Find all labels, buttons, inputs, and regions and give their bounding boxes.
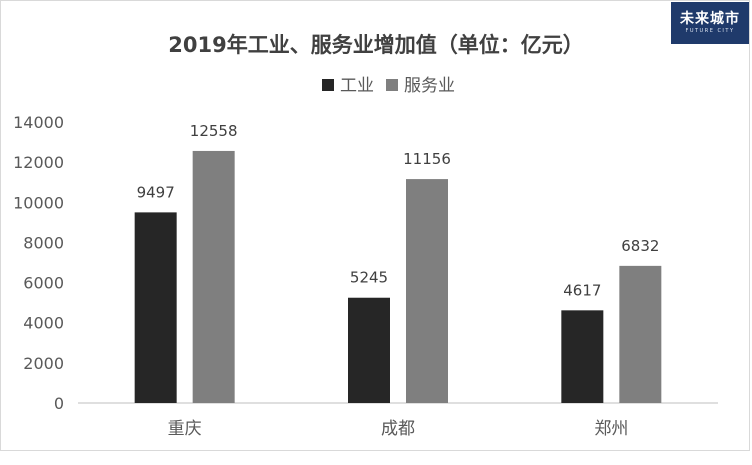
y-tick-label: 8000	[23, 233, 64, 252]
y-tick-label: 4000	[23, 314, 64, 333]
x-tick-label: 郑州	[594, 419, 628, 439]
legend: 工业 服务业	[322, 76, 455, 96]
legend-label: 服务业	[404, 76, 455, 96]
y-tick-label: 10000	[13, 193, 64, 212]
y-tick-label: 6000	[23, 274, 64, 293]
bar	[134, 212, 177, 403]
y-tick-label: 12000	[13, 153, 64, 172]
legend-swatch	[386, 79, 398, 91]
y-tick-label: 0	[54, 394, 64, 413]
bar	[561, 310, 604, 403]
brand-logo: 未来城市 FUTURE CITY	[671, 2, 749, 44]
y-tick-label: 14000	[13, 113, 64, 132]
data-label: 6832	[621, 237, 659, 255]
logo-text: 未来城市	[680, 11, 740, 27]
bars	[134, 150, 662, 403]
chart-title: 2019年工业、服务业增加值（单位：亿元）	[168, 33, 583, 57]
legend-swatch	[322, 79, 334, 91]
data-labels: 9497 12558 5245 11156 4617 6832	[137, 122, 660, 299]
x-tick-label: 成都	[381, 419, 415, 439]
bar	[619, 265, 662, 403]
data-label: 12558	[190, 122, 238, 140]
logo-subtext: FUTURE CITY	[685, 28, 735, 34]
x-axis: 重庆 成都 郑州	[168, 419, 629, 439]
bar	[406, 179, 448, 403]
data-label: 11156	[403, 150, 451, 168]
data-label: 4617	[563, 281, 601, 299]
y-axis: 0 2000 4000 6000 8000 10000 12000 14000	[13, 113, 64, 413]
x-tick-label: 重庆	[168, 419, 202, 439]
y-tick-label: 2000	[23, 354, 64, 373]
bar	[348, 297, 390, 403]
data-label: 9497	[137, 183, 175, 201]
data-label: 5245	[350, 269, 388, 287]
legend-label: 工业	[340, 76, 374, 96]
bar	[192, 150, 235, 403]
